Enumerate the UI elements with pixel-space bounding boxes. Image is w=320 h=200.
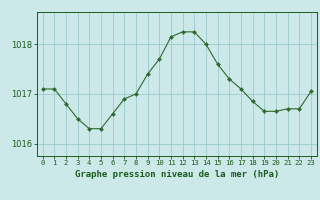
X-axis label: Graphe pression niveau de la mer (hPa): Graphe pression niveau de la mer (hPa) [75,170,279,179]
